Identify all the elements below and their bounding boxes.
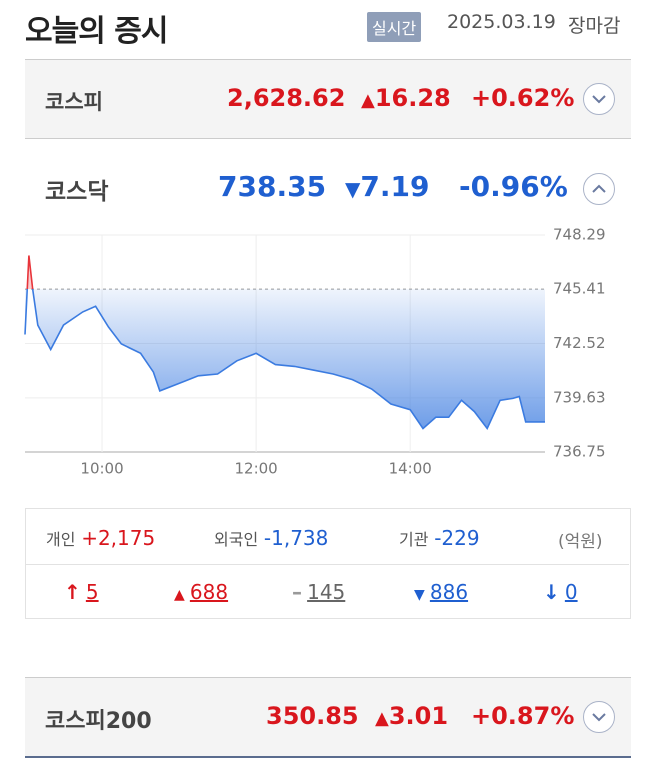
date: 2025.03.19 (447, 11, 556, 33)
y-tick-label: 736.75 (553, 443, 606, 461)
area (25, 255, 545, 429)
status: 장마감 (568, 15, 621, 37)
index-change: ▲3.01 (375, 702, 449, 730)
unit: (억원) (558, 532, 603, 552)
x-tick-label: 10:00 (80, 460, 123, 478)
line (24, 255, 545, 431)
expand-button[interactable] (583, 701, 615, 733)
index-value: 350.85 (266, 702, 359, 730)
index-rate: +0.87% (471, 702, 575, 730)
unchanged[interactable]: – 145 (292, 580, 346, 604)
y-tick-label: 745.41 (553, 280, 606, 298)
index-value: 738.35 (218, 170, 327, 203)
x-tick-label: 14:00 (389, 460, 432, 478)
expand-button[interactable] (583, 83, 615, 115)
kosdaq-row[interactable]: 코스닥 738.35 ▼7.19 -0.96% (25, 160, 631, 220)
index-name: 코스피 (45, 90, 103, 114)
lower-limit[interactable]: ↓ 0 (543, 580, 578, 604)
falling[interactable]: ▼ 886 (414, 580, 469, 604)
kospi200-row[interactable]: 코스피200 350.85 ▲3.01 +0.87% (25, 677, 631, 758)
index-rate: -0.96% (459, 170, 568, 203)
kospi-row[interactable]: 코스피 2,628.62 ▲16.28 +0.62% (25, 59, 631, 139)
investor: 기관 -229 (399, 526, 480, 550)
index-value: 2,628.62 (227, 84, 346, 112)
investor: 외국인 -1,738 (214, 526, 329, 550)
y-tick-label: 742.52 (553, 334, 606, 352)
x-tick-label: 12:00 (234, 460, 277, 478)
rising[interactable]: ▲ 688 (174, 580, 229, 604)
badge: 실시간 (367, 12, 422, 42)
index-change: ▲16.28 (361, 84, 451, 112)
index-rate: +0.62% (471, 84, 575, 112)
investor: 개인 +2,175 (46, 526, 156, 550)
y-tick-label: 748.29 (553, 226, 606, 244)
index-change: ▼7.19 (345, 170, 430, 203)
index-name: 코스닥 (45, 179, 109, 205)
investor-box: 개인 +2,175 외국인 -1,738 기관 -229 (억원) ↑ 5 ▲ … (25, 508, 631, 619)
upper-limit[interactable]: ↑ 5 (64, 580, 99, 604)
y-tick-label: 739.63 (553, 388, 606, 406)
index-name: 코스피200 (45, 709, 152, 734)
collapse-button[interactable] (583, 173, 615, 205)
title: 오늘의 증시 (25, 14, 168, 49)
chart: 736.75 739.63 742.52 745.41 748.29 10:00 12:00… (24, 226, 606, 478)
